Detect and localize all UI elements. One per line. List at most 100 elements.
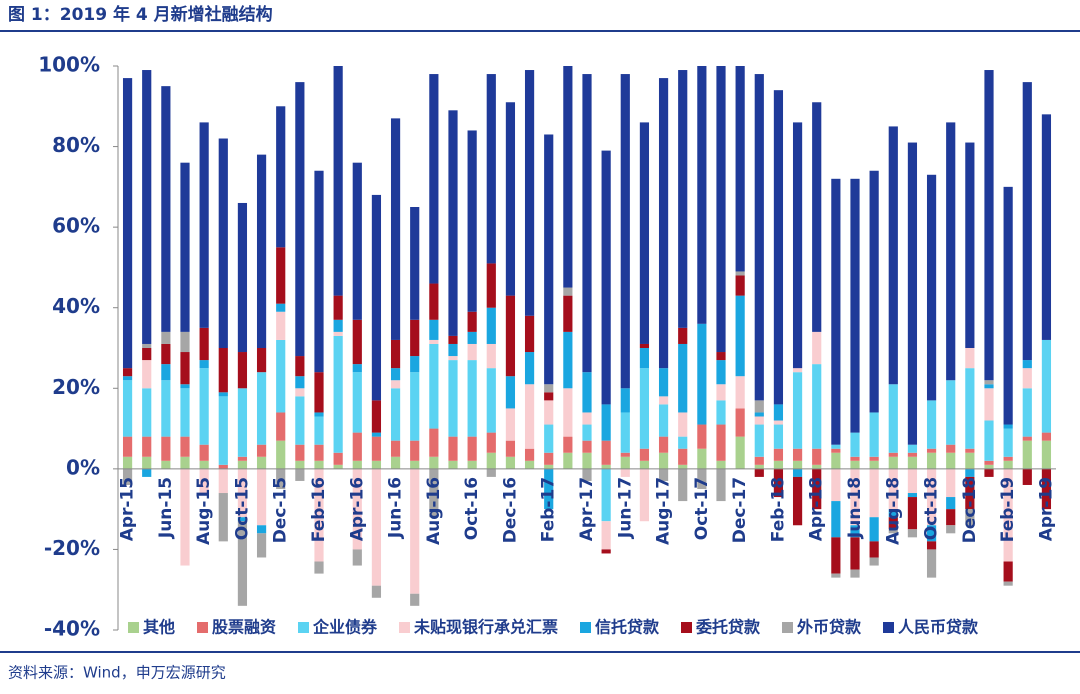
bar-segment	[582, 372, 592, 413]
bar-segment	[410, 468, 420, 594]
bar-segment	[429, 343, 439, 429]
bar-segment	[544, 400, 554, 425]
bar-segment	[390, 440, 401, 457]
bar-segment	[812, 364, 822, 449]
bar-segment	[965, 509, 975, 526]
bar-segment	[256, 444, 267, 457]
bar-segment	[237, 468, 248, 518]
bar-segment	[180, 352, 190, 385]
bar-segment	[256, 372, 267, 445]
bar-segment	[180, 331, 190, 353]
bar-segment	[831, 178, 841, 445]
bar-segment	[544, 468, 554, 510]
bar-segment	[946, 452, 956, 469]
bar-segment	[429, 428, 439, 457]
bar-segment	[869, 517, 879, 542]
bar-segment	[237, 460, 248, 469]
bar-segment	[218, 138, 228, 348]
bar-segment	[850, 460, 860, 469]
bar-segment	[946, 509, 956, 526]
legend-label: 委托贷款	[695, 618, 761, 637]
bar-segment	[754, 464, 764, 469]
bar-segment	[1022, 388, 1032, 437]
bar-segment	[888, 384, 898, 453]
bar-segment	[812, 464, 822, 469]
bar-segment	[429, 456, 439, 469]
bar-segment	[237, 521, 248, 606]
bar-segment	[122, 368, 133, 377]
bar-segment	[620, 74, 630, 389]
bar-segment	[984, 388, 994, 421]
bar-segment	[142, 343, 152, 348]
legend-swatch	[197, 622, 208, 633]
bar-segment	[505, 295, 516, 377]
bar-segment	[1003, 428, 1013, 457]
bar-segment	[601, 404, 611, 441]
bar-segment	[352, 364, 362, 373]
bar-segment	[582, 452, 592, 469]
bar-segment	[1003, 186, 1013, 425]
bar-segment	[1003, 561, 1013, 582]
bar-segment	[237, 352, 248, 389]
bar-segment	[505, 408, 516, 441]
bar-segment	[658, 78, 669, 369]
bar-segment	[122, 468, 133, 485]
bar-segment	[1022, 436, 1032, 441]
bar-segment	[678, 448, 688, 465]
bar-segment	[486, 468, 496, 477]
bar-segment	[161, 380, 171, 437]
x-tick-label: Oct-17	[692, 477, 712, 540]
bar-segment	[754, 74, 764, 401]
bar-segment	[869, 412, 879, 457]
bar-segment	[716, 468, 726, 502]
bar-segment	[965, 348, 975, 369]
bar-segment	[276, 440, 286, 469]
bar-segment	[314, 170, 324, 373]
bar-segment	[946, 380, 956, 445]
bar-segment	[237, 202, 248, 353]
bar-segment	[831, 537, 841, 574]
bar-segment	[142, 388, 152, 437]
bar-segment	[276, 412, 286, 441]
bar-segment	[563, 295, 573, 332]
bar-segment	[582, 424, 592, 441]
bar-segment	[544, 424, 554, 453]
bar-segment	[333, 331, 343, 336]
bar-segment	[926, 549, 937, 578]
bar-segment	[792, 460, 803, 469]
bar-segment	[314, 561, 324, 574]
legend-swatch	[128, 622, 139, 633]
bar-segment	[467, 460, 477, 469]
y-tick-label: 60%	[52, 214, 100, 238]
x-tick-label: Apr-19	[1036, 477, 1056, 541]
bar-segment	[122, 436, 133, 457]
bar-segment	[697, 468, 707, 489]
bar-segment	[792, 372, 803, 449]
bar-segment	[276, 339, 286, 413]
bar-segment	[544, 134, 554, 385]
bar-segment	[907, 444, 918, 453]
y-tick-label: 20%	[52, 375, 100, 399]
bar-segment	[812, 468, 822, 510]
bar-segment	[1003, 468, 1013, 562]
bar-segment	[122, 376, 133, 381]
bar-segment	[658, 404, 669, 437]
bar-segment	[218, 464, 228, 469]
bar-segment	[946, 122, 956, 381]
bar-segment	[524, 315, 535, 353]
bar-segment	[582, 74, 592, 373]
bar-segment	[984, 464, 994, 469]
bar-segment	[888, 509, 898, 518]
bar-segment	[218, 348, 228, 393]
bar-segment	[907, 468, 918, 494]
source: 资料来源：Wind，申万宏源研究	[8, 664, 226, 682]
bar-segment	[735, 436, 745, 469]
bar-segment	[754, 400, 764, 413]
bar-segment	[199, 122, 209, 328]
bar-segment	[639, 368, 650, 449]
bar-segment	[792, 448, 803, 461]
bar-segment	[429, 74, 439, 284]
bar-segment	[1022, 82, 1032, 361]
bar-segment	[888, 452, 898, 457]
bar-segment	[276, 311, 286, 340]
